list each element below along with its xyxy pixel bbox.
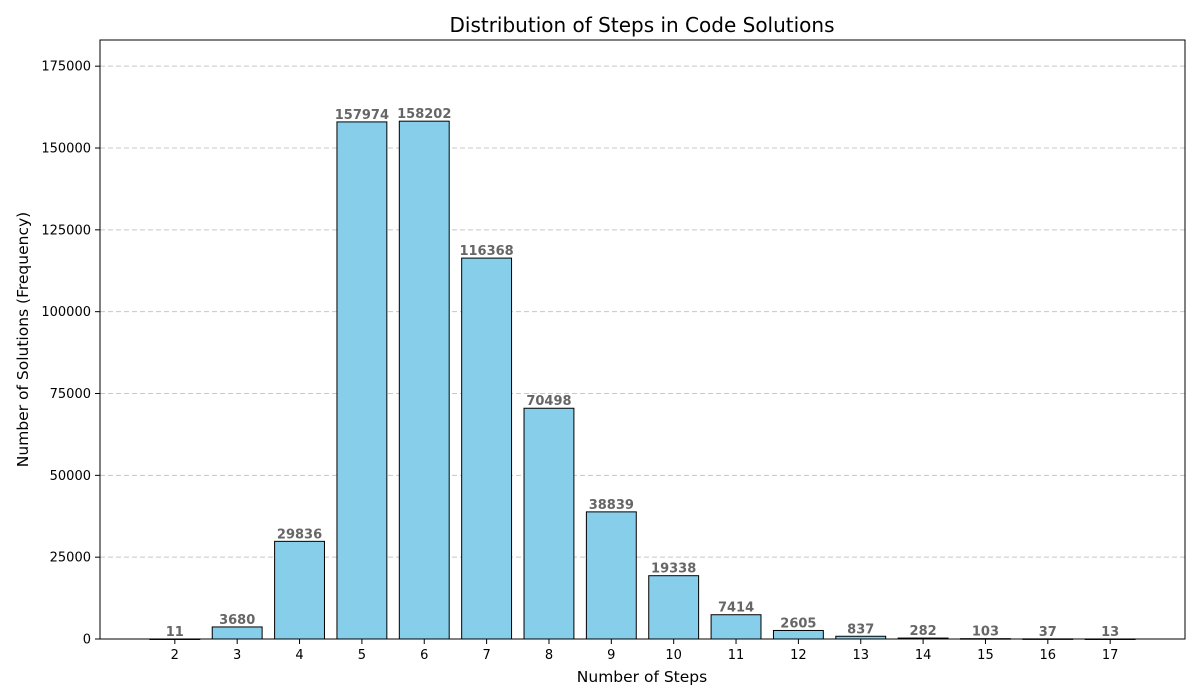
x-tick-label: 12 [790,648,807,663]
bar-3 [211,626,263,640]
x-tick-label: 11 [728,648,745,663]
data-label: 29836 [277,527,322,542]
x-tick-label: 7 [482,648,490,663]
x-tick-label: 13 [852,648,869,663]
x-axis-ticks: 2 3 4 5 6 7 8 9 10 11 12 13 14 15 16 17 [171,639,1119,663]
data-label: 116368 [459,244,513,259]
x-tick-label: 17 [1102,648,1119,663]
grid-lines [100,65,1185,558]
data-label: 2605 [780,616,816,631]
bar-12 [772,629,824,640]
y-tick-label: 125000 [41,223,91,238]
data-label: 103 [972,625,999,640]
plot-frame [99,39,1186,640]
y-tick-label: 0 [83,633,91,648]
y-tick-label: 150000 [41,142,91,157]
bar-10 [648,575,700,640]
x-tick-label: 16 [1040,648,1057,663]
y-axis-ticks: 0 25000 50000 75000 100000 125000 150000 175000 [41,60,100,648]
data-label: 157974 [335,108,389,123]
data-label: 70498 [526,394,571,409]
data-label: 282 [910,624,937,639]
data-label: 7414 [718,601,754,616]
bar-9 [585,511,637,640]
bar-11 [710,614,762,640]
bar-6 [398,120,450,640]
chart-title: Distribution of Steps in Code Solutions [449,13,834,37]
data-label: 38839 [589,498,634,513]
data-labels: 11 3680 29836 157974 158202 116368 70498 38839 1… [166,107,1119,640]
y-tick-label: 175000 [41,60,91,75]
y-tick-label: 75000 [50,387,91,402]
y-tick-label: 50000 [50,469,91,484]
y-tick-label: 25000 [50,551,91,566]
data-label: 3680 [219,613,255,628]
x-tick-label: 4 [295,648,303,663]
x-tick-label: 2 [171,648,179,663]
bar-4 [274,540,325,640]
data-label: 837 [847,622,874,637]
x-tick-label: 6 [420,648,428,663]
y-tick-label: 100000 [41,305,91,320]
data-label: 11 [166,625,184,640]
bars [149,120,1136,640]
x-axis-label: Number of Steps [577,668,707,686]
y-axis-label: Number of Solutions (Frequency) [14,212,32,467]
x-tick-label: 9 [607,648,615,663]
data-label: 158202 [397,107,451,122]
x-tick-label: 3 [233,648,241,663]
x-tick-label: 10 [665,648,682,663]
data-label: 37 [1039,625,1057,640]
x-tick-label: 5 [358,648,366,663]
x-tick-label: 14 [915,648,932,663]
bar-7 [461,257,513,640]
bar-5 [336,121,388,640]
bar-8 [523,407,575,640]
x-tick-label: 15 [977,648,994,663]
x-tick-label: 8 [545,648,553,663]
data-label: 19338 [651,562,696,577]
data-label: 13 [1101,625,1119,640]
